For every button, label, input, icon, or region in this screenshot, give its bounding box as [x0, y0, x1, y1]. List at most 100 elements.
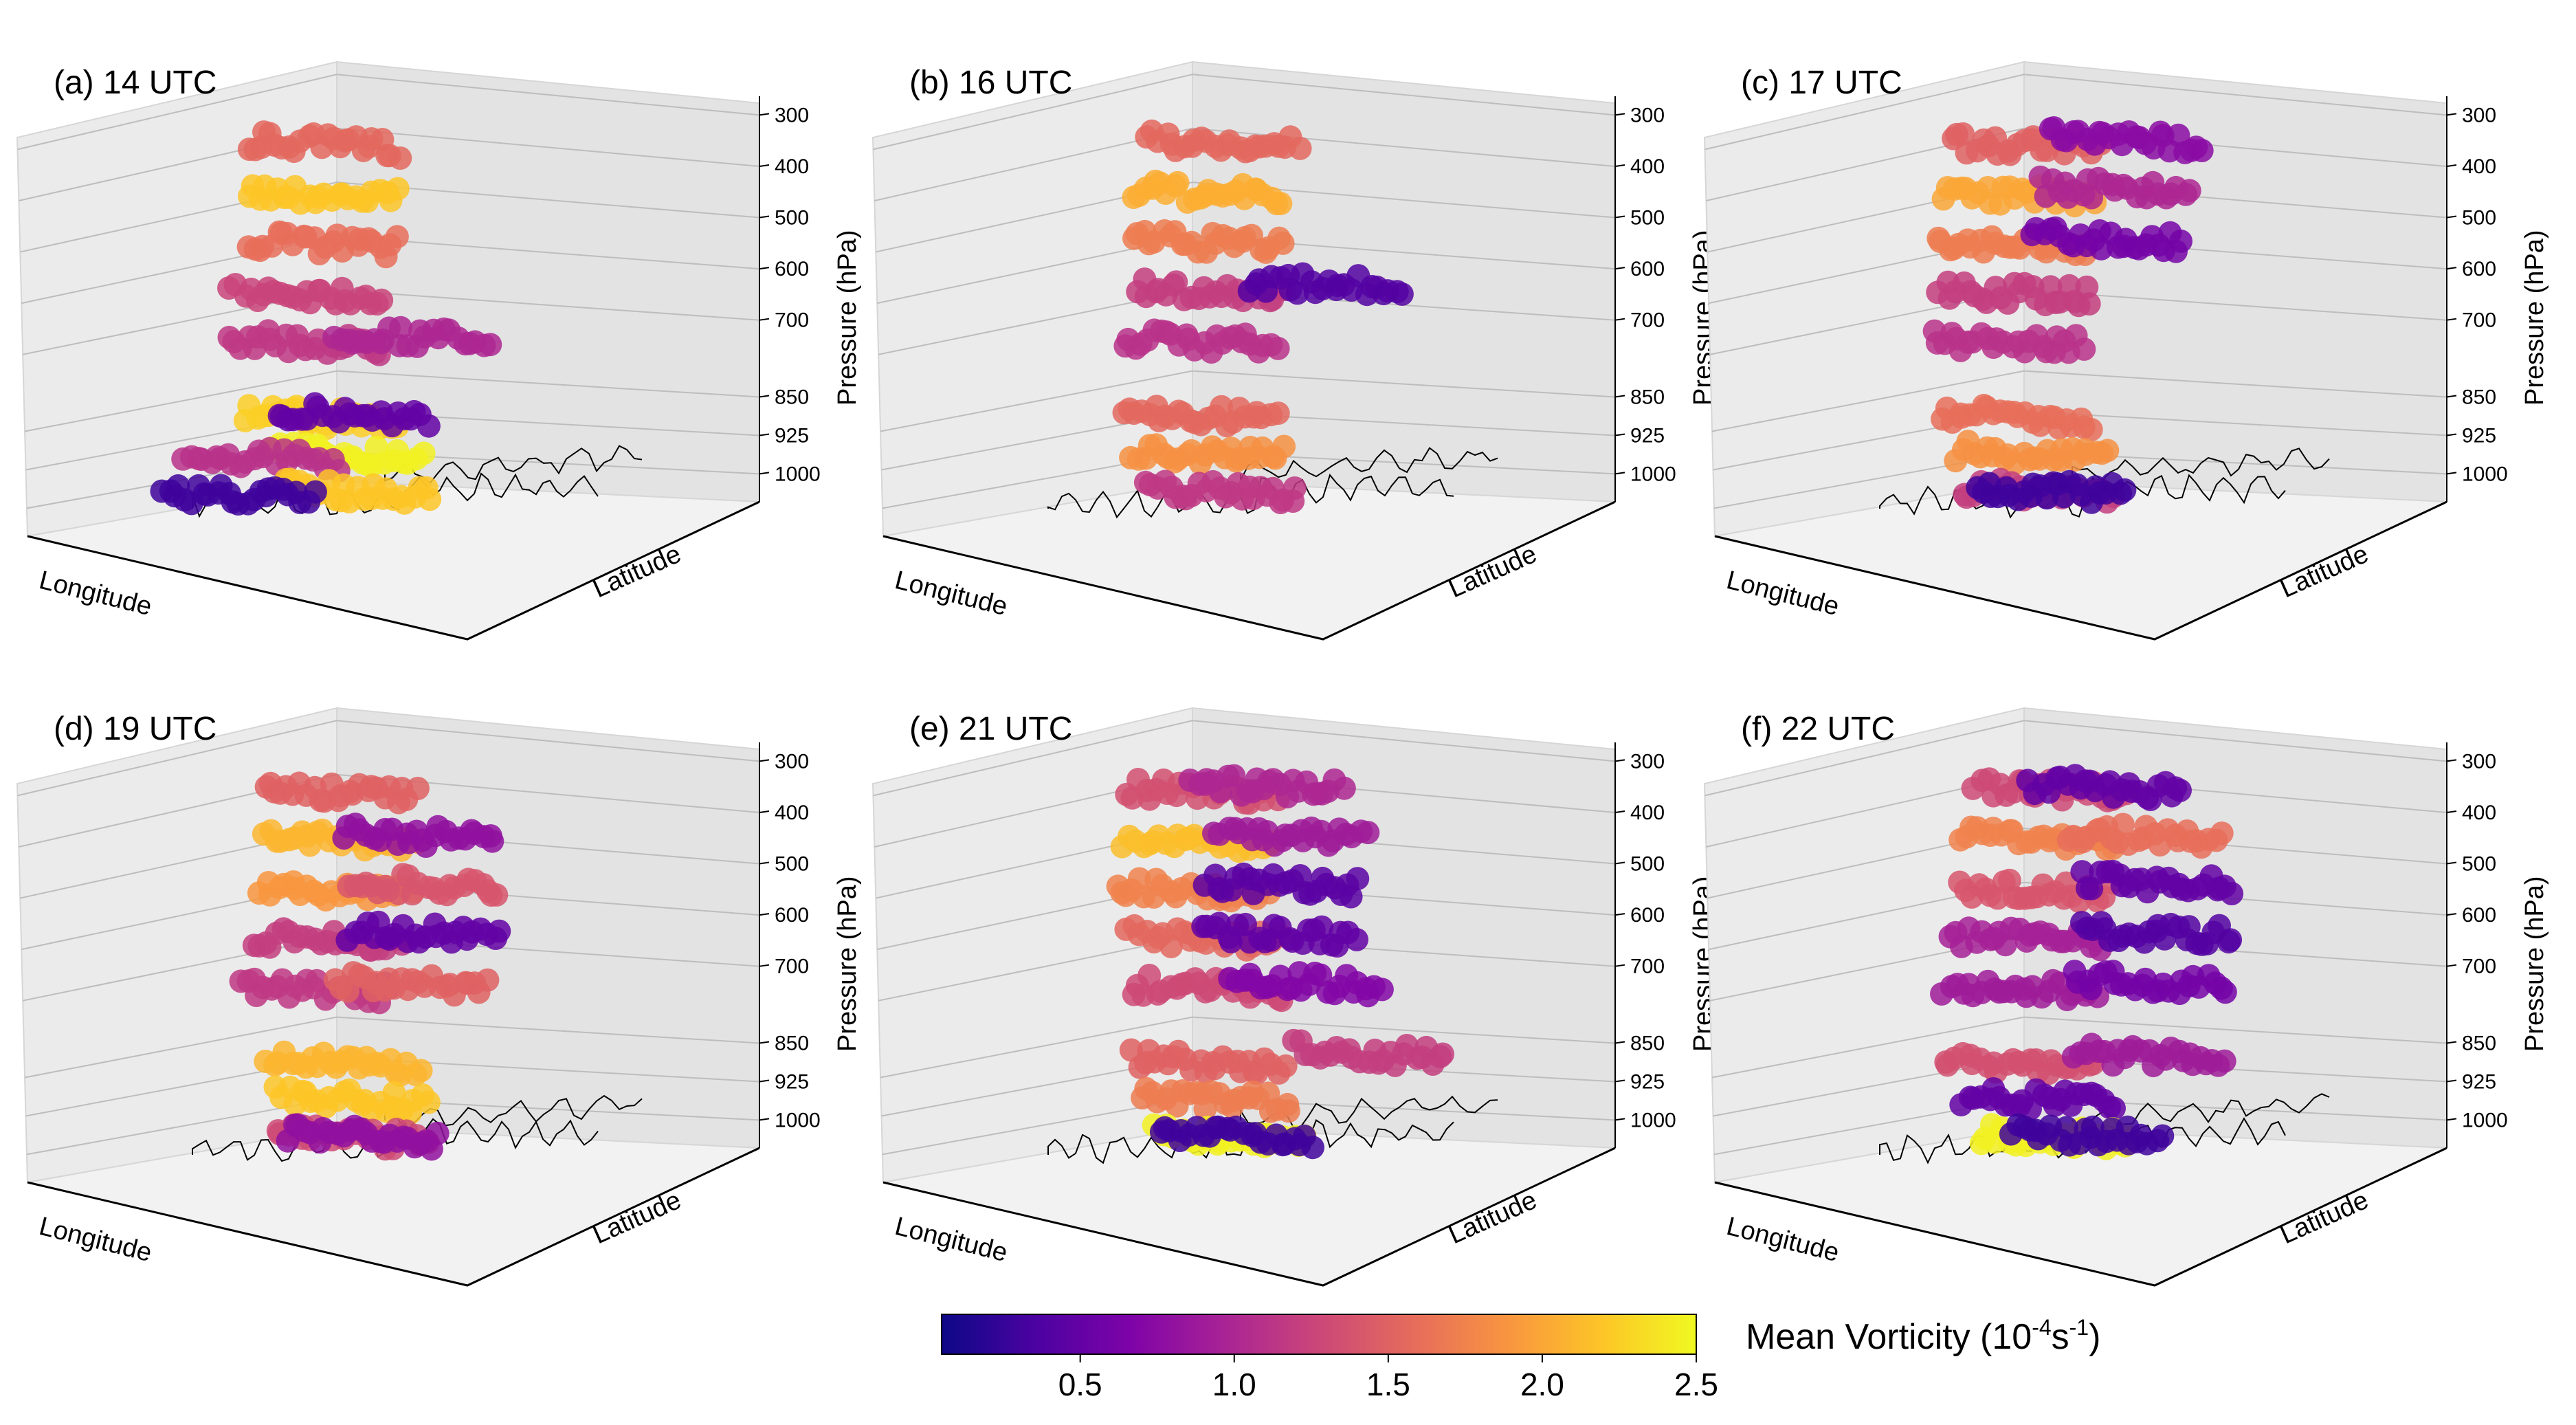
x-axis-label: Longitude	[36, 1212, 155, 1268]
z-tick	[2446, 395, 2457, 398]
scatter-point	[2072, 337, 2096, 361]
scatter-point	[1390, 282, 1414, 306]
grid-line	[17, 720, 760, 797]
z-tick-label: 925	[775, 424, 809, 447]
scatter-point	[2168, 778, 2192, 802]
scatter-point	[303, 480, 327, 504]
scatter-point	[1288, 136, 1312, 160]
scatter-point	[2096, 439, 2120, 463]
z-tick	[759, 395, 770, 398]
z-tick	[1614, 164, 1625, 167]
scatter-point	[409, 1059, 433, 1083]
z-tick	[2446, 913, 2457, 916]
z-tick-label: 300	[775, 104, 809, 126]
scatter-point	[386, 177, 410, 201]
z-tick-label: 1000	[775, 463, 821, 485]
scatter-point	[1271, 231, 1295, 255]
z-tick-label: 500	[1630, 207, 1665, 230]
grid-line	[20, 181, 760, 253]
grid-line	[876, 181, 1616, 253]
z-tick-label: 700	[2462, 955, 2496, 978]
grid-line	[1711, 1016, 2447, 1079]
floor-edges	[1714, 500, 2447, 641]
z-tick-label: 600	[1630, 904, 1665, 927]
z-tick-label: 925	[1630, 424, 1665, 447]
colorbar-label-end: )	[2089, 1317, 2100, 1357]
colorbar-tick-label: 0.5	[1058, 1367, 1102, 1402]
z-tick-label: 850	[2462, 1032, 2496, 1055]
scatter-point	[385, 225, 409, 249]
z-tick	[2446, 318, 2457, 321]
z-tick-label: 1000	[1630, 1109, 1676, 1131]
scatter-point	[1266, 401, 1290, 426]
panel-title: (c) 17 UTC	[1741, 65, 1902, 101]
scatter-point	[1234, 912, 1257, 936]
scatter-point	[406, 777, 430, 800]
z-tick-label: 500	[775, 207, 809, 230]
z-tick-label: 400	[2462, 155, 2496, 178]
scatter-point	[1339, 885, 1363, 909]
z-tick	[1614, 759, 1625, 762]
scatter-point	[1276, 1099, 1300, 1123]
z-tick-label: 1000	[775, 1109, 821, 1131]
scatter-point	[480, 829, 504, 853]
z-tick	[2446, 810, 2457, 813]
grid-line	[1705, 74, 2447, 151]
colorbar: 0.5 1.0 1.5 2.0 2.5 Mean Vorticity (10-4s-1)	[941, 1314, 2100, 1402]
scatter-point	[412, 441, 436, 465]
scatter-point	[370, 288, 394, 312]
z-tick-label: 300	[1630, 750, 1665, 773]
z-tick	[1614, 913, 1625, 916]
scatter-point	[388, 146, 412, 170]
grid-line	[873, 720, 1616, 797]
panel-title: (e) 21 UTC	[909, 711, 1072, 747]
z-tick	[2446, 164, 2457, 167]
z-tick	[2446, 759, 2457, 762]
scatter-point	[1274, 1054, 1298, 1078]
z-tick-label: 850	[1630, 386, 1665, 409]
colorbar-gradient	[941, 1314, 1697, 1355]
z-tick	[1614, 964, 1625, 967]
grid-line	[874, 127, 1616, 201]
x-axis-label: Longitude	[892, 566, 1010, 621]
x-axis-label: Longitude	[892, 1212, 1010, 1268]
scatter-point	[1345, 927, 1368, 951]
z-tick-label: 600	[775, 258, 809, 280]
z-tick	[1614, 433, 1625, 437]
scatter-point	[1370, 977, 1394, 1002]
z-tick-label: 925	[2462, 1070, 2496, 1093]
scatter-point	[2151, 1124, 2175, 1148]
panel-title: (a) 14 UTC	[54, 65, 216, 101]
z-tick-label: 300	[775, 750, 809, 773]
scatter-point	[1269, 192, 1293, 216]
z-tick	[759, 215, 770, 219]
z-tick-label: 850	[2462, 386, 2496, 409]
grid-line	[873, 74, 1616, 151]
scatter-point	[1266, 336, 1290, 360]
floor-edges	[882, 1147, 1616, 1287]
z-tick	[2446, 215, 2457, 219]
scatter-point	[478, 333, 502, 357]
grid-line	[1709, 881, 2447, 951]
z-tick	[2446, 964, 2457, 967]
z-tick-label: 850	[1630, 1032, 1665, 1055]
z-tick	[759, 113, 770, 116]
colorbar-tick-label: 1.5	[1366, 1367, 1410, 1402]
panel-title: (f) 22 UTC	[1741, 711, 1895, 747]
z-tick	[2446, 1079, 2457, 1083]
x-axis-label: Longitude	[1724, 1212, 1842, 1268]
panel-title: (d) 19 UTC	[54, 711, 216, 747]
scatter-point	[2219, 928, 2243, 952]
z-tick	[759, 1118, 770, 1121]
coastline	[1047, 474, 1454, 519]
z-tick-label: 925	[775, 1070, 809, 1093]
x-axis-label: Longitude	[1724, 566, 1842, 621]
grid-line	[1705, 720, 2447, 797]
grid-line	[1706, 127, 2447, 201]
z-tick-label: 850	[775, 386, 809, 409]
